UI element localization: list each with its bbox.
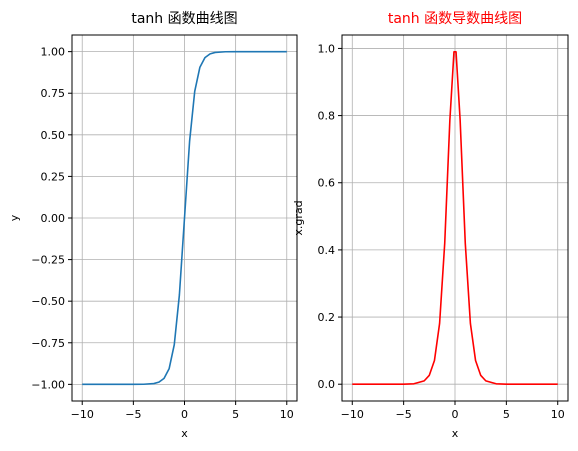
- x-tick-label: 5: [503, 408, 510, 421]
- x-tick-label: 10: [551, 408, 565, 421]
- chart-panel-1: −10 −5 0 5 10 −1.00 −0.75 −0.50 −0.25 0.00 0.25 0.5…: [8, 11, 298, 440]
- x-axis-label: x: [181, 427, 188, 440]
- y-tick-label: 0.00: [41, 212, 66, 225]
- x-tick-label: 10: [280, 408, 294, 421]
- y-tick-label: −1.00: [31, 378, 65, 391]
- chart-title: tanh 函数曲线图: [131, 11, 237, 27]
- y-tick-label: −0.50: [31, 295, 65, 308]
- x-tick-label: −5: [396, 408, 412, 421]
- x-tick-label: 0: [181, 408, 188, 421]
- y-tick-label: 0.8: [318, 110, 336, 123]
- y-tick-label: 0.0: [318, 378, 336, 391]
- series-line-1: [82, 50, 287, 386]
- chart-title: tanh 函数导数曲线图: [388, 11, 522, 27]
- y-axis-label: y: [8, 214, 21, 221]
- y-tick-label: −0.75: [31, 337, 65, 350]
- y-tick-label: 0.4: [318, 244, 336, 257]
- series-line-1: [352, 50, 558, 386]
- x-tick-label: −5: [125, 408, 141, 421]
- y-tick-label: 0.6: [318, 177, 336, 190]
- x-axis-label: x: [452, 427, 459, 440]
- y-tick-label: 0.75: [41, 87, 66, 100]
- x-tick-label: −10: [341, 408, 364, 421]
- y-axis-label: x.grad: [292, 200, 305, 235]
- y-tick-label: 0.25: [41, 170, 66, 183]
- y-tick-label: 1.0: [318, 42, 336, 55]
- x-tick-label: −10: [71, 408, 94, 421]
- y-tick-label: −0.25: [31, 254, 65, 267]
- chart-panel-2: −10 −5 0 5 10 0.0 0.2 0.4 0.6 0.8 1.0 x x.grad tanh 函…: [292, 11, 569, 440]
- y-tick-label: 1.00: [41, 46, 66, 59]
- y-tick-label: 0.50: [41, 129, 66, 142]
- x-tick-label: 5: [232, 408, 239, 421]
- y-tick-label: 0.2: [318, 311, 336, 324]
- x-tick-label: 0: [452, 408, 459, 421]
